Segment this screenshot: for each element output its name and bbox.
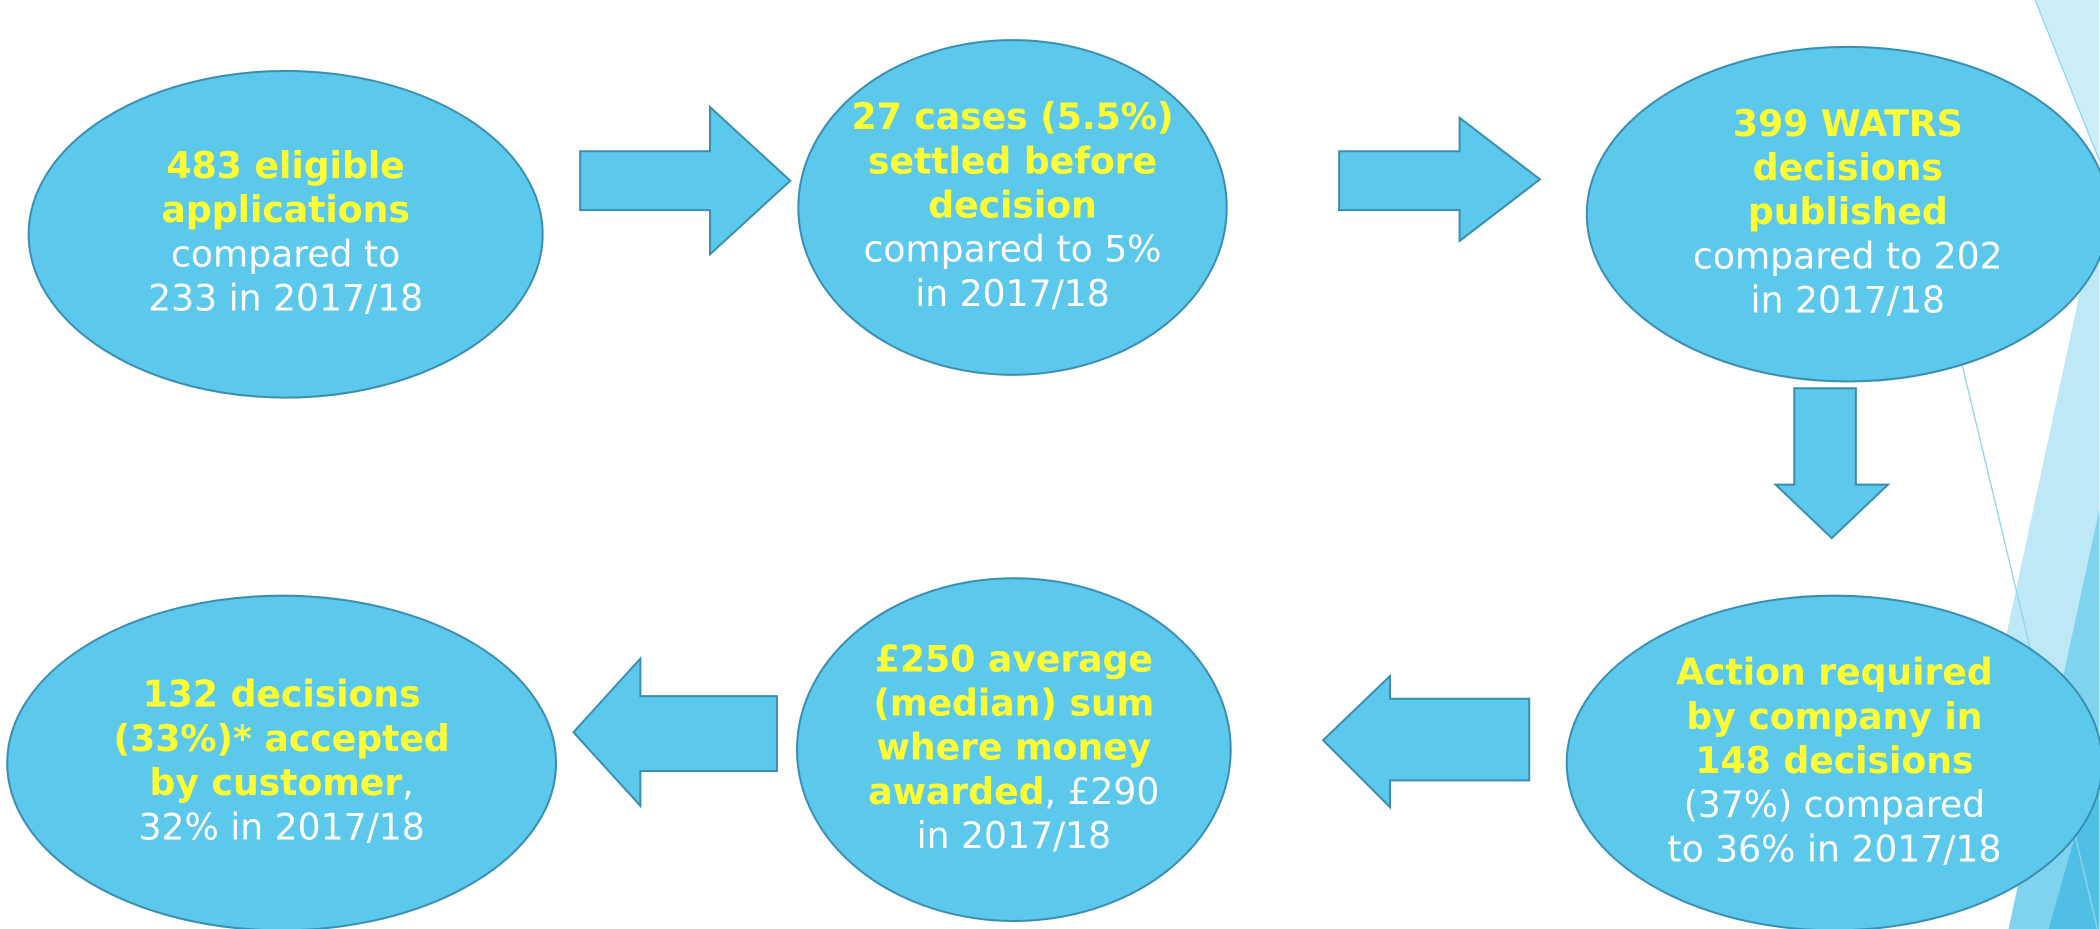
node-line: applications <box>161 188 409 231</box>
node-line: in 2017/18 <box>915 272 1110 315</box>
node-line: decision <box>928 183 1097 226</box>
highlight-text: 399 WATRS <box>1733 102 1963 145</box>
node-line: 32% in 2017/18 <box>138 805 424 848</box>
node-line: £250 average <box>875 637 1153 680</box>
node-line: to 36% in 2017/18 <box>1667 827 2001 870</box>
highlight-text: (median) sum <box>873 681 1154 724</box>
arrow-right <box>579 104 792 257</box>
node-ellipse <box>1585 45 2100 383</box>
node-line: 148 decisions <box>1695 739 1973 782</box>
highlight-text: 148 decisions <box>1695 739 1973 782</box>
node-ellipse <box>27 69 544 399</box>
highlight-text: (33%)* accepted <box>114 717 450 760</box>
highlight-text: 132 decisions <box>143 673 421 716</box>
node-ellipse <box>1565 594 2100 929</box>
body-text: to 36% in 2017/18 <box>1667 827 2001 870</box>
node-line: 399 WATRS <box>1733 102 1963 145</box>
node-line: 27 cases (5.5%) <box>852 95 1174 138</box>
arrow-down <box>1773 387 1891 540</box>
body-text: compared to <box>171 232 400 275</box>
highlight-text: where money <box>876 726 1151 769</box>
body-text: in 2017/18 <box>917 814 1112 857</box>
node-line: (33%)* accepted <box>114 717 450 760</box>
highlight-text: published <box>1748 190 1948 233</box>
highlight-text: awarded <box>868 770 1044 813</box>
body-text: compared to 5% <box>864 228 1162 271</box>
arrow-left <box>1321 673 1531 810</box>
highlight-text: £250 average <box>875 637 1153 680</box>
arrow-right <box>1338 115 1542 243</box>
body-text: compared to 202 <box>1693 234 2003 277</box>
node-line: by customer, <box>150 761 414 804</box>
body-text: 233 in 2017/18 <box>148 277 423 320</box>
node-line: compared to <box>171 232 400 275</box>
node: 27 cases (5.5%)settled beforedecisioncom… <box>797 39 1228 376</box>
body-text: in 2017/18 <box>1751 279 1945 322</box>
highlight-text: settled before <box>868 139 1157 182</box>
node-line: where money <box>876 726 1151 769</box>
node-line: 132 decisions <box>143 673 421 716</box>
node-ellipse <box>797 39 1228 376</box>
node-line: compared to 202 <box>1693 234 2003 277</box>
highlight-text: decisions <box>1753 146 1943 189</box>
body-text: , £290 <box>1044 770 1159 813</box>
node-line: decisions <box>1753 146 1943 189</box>
node-ellipse <box>795 577 1232 922</box>
node-line: (37%) compared <box>1684 783 1985 826</box>
node-line: 483 eligible <box>167 144 405 187</box>
body-text: in 2017/18 <box>915 272 1110 315</box>
node-line: in 2017/18 <box>917 814 1112 857</box>
node-line: published <box>1748 190 1948 233</box>
body-text: (37%) compared <box>1684 783 1985 826</box>
body-text: 32% in 2017/18 <box>138 805 424 848</box>
node-line: awarded, £290 <box>868 770 1159 813</box>
highlight-text: by customer <box>150 761 403 804</box>
node-line: 233 in 2017/18 <box>148 277 423 320</box>
highlight-text: 483 eligible <box>167 144 405 187</box>
node-line: by company in <box>1686 695 1982 738</box>
node-line: Action required <box>1676 651 1993 694</box>
body-text: , <box>402 761 413 804</box>
highlight-text: 27 cases (5.5%) <box>852 95 1174 138</box>
highlight-text: by company in <box>1686 695 1982 738</box>
arrow-left <box>572 656 778 809</box>
highlight-text: applications <box>161 188 409 231</box>
node-line: compared to 5% <box>864 228 1162 271</box>
node-line: in 2017/18 <box>1751 279 1945 322</box>
highlight-text: Action required <box>1676 651 1993 694</box>
node-line: (median) sum <box>873 681 1154 724</box>
highlight-text: decision <box>928 183 1097 226</box>
node-line: settled before <box>868 139 1157 182</box>
node-ellipse <box>6 594 557 929</box>
